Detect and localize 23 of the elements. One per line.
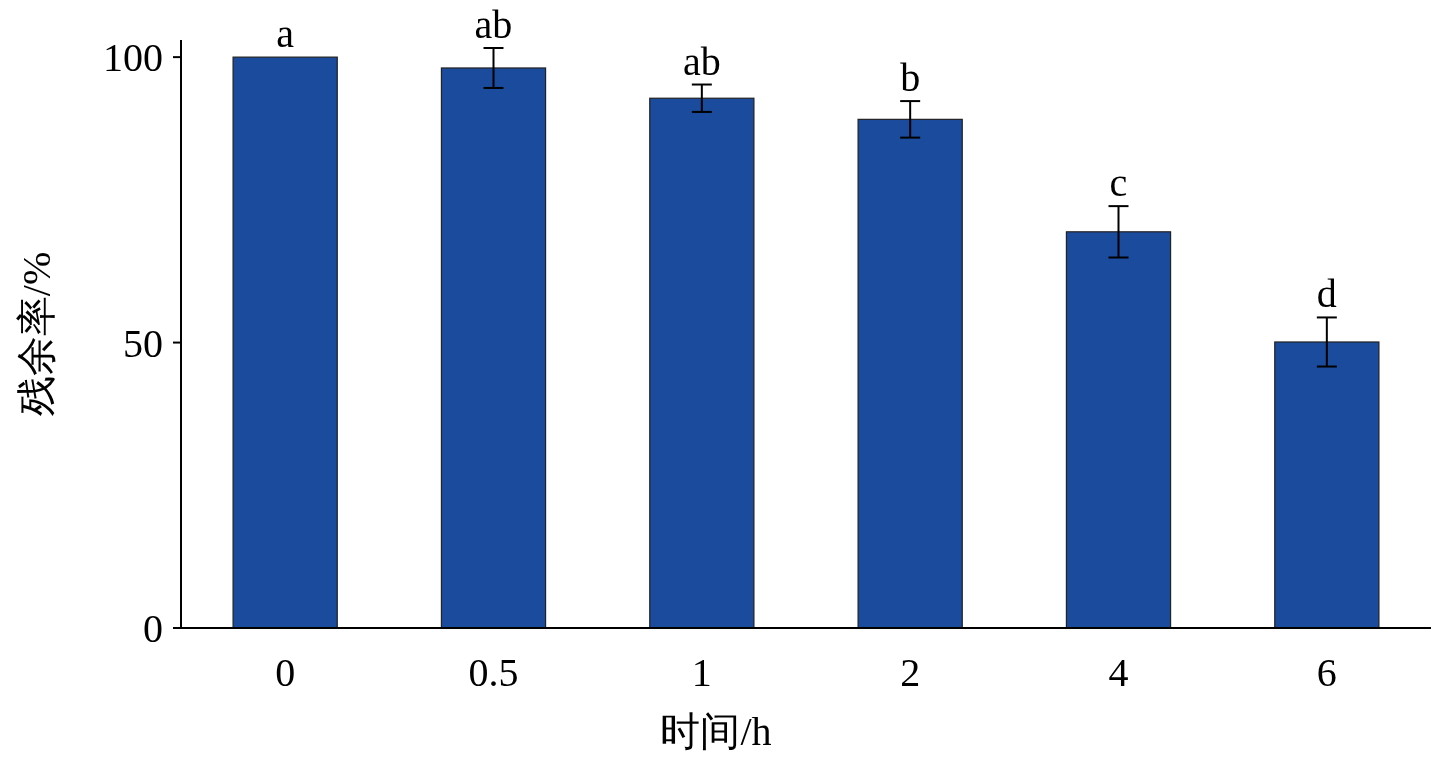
x-tick-label: 0 (275, 650, 296, 695)
x-tick-label: 1 (691, 650, 712, 695)
x-tick-label: 4 (1108, 650, 1129, 695)
y-axis-title: 残余率/% (14, 251, 59, 417)
bar (1065, 231, 1172, 629)
annotation: c (1109, 160, 1128, 206)
y-tick-label: 0 (143, 606, 163, 651)
bar (440, 67, 547, 629)
x-tick-label: 6 (1316, 650, 1337, 695)
x-tick-label: 0.5 (468, 650, 519, 695)
annotation: a (276, 11, 295, 57)
annotation: d (1316, 271, 1337, 317)
bar (649, 97, 755, 629)
annotation: ab (474, 1, 513, 47)
annotation: ab (682, 38, 721, 84)
bar (1274, 341, 1380, 629)
bar (232, 56, 338, 629)
x-axis-title: 时间/h (660, 709, 772, 754)
x-tick-label: 2 (900, 650, 921, 695)
annotation: b (900, 55, 921, 101)
bar (857, 118, 963, 629)
y-tick-label: 100 (103, 35, 163, 81)
y-tick-label: 50 (123, 320, 163, 366)
